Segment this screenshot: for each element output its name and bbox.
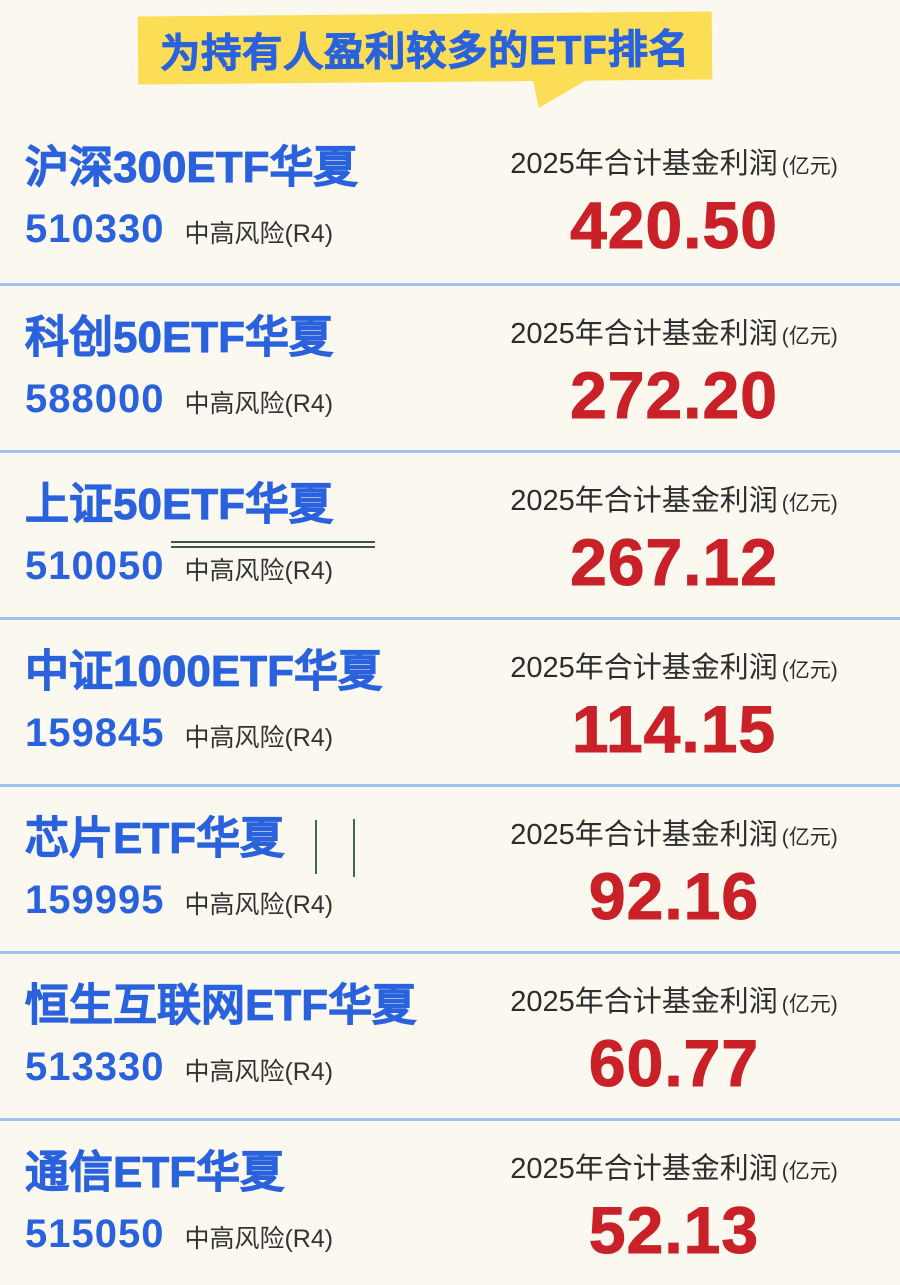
- etf-name: 通信ETF华夏: [25, 1148, 285, 1198]
- etf-code-line: 159845 中高风险(R4): [25, 711, 455, 756]
- etf-row: 科创50ETF华夏 588000 中高风险(R4) 2025年合计基金利润 (亿元…: [0, 283, 900, 450]
- tick-mark-right: [353, 819, 355, 877]
- etf-risk-label: 中高风险(R4): [184, 1224, 334, 1253]
- etf-code-line: 159995 中高风险(R4): [25, 878, 455, 923]
- etf-row-right: 2025年合计基金利润 (亿元) 114.15: [460, 620, 888, 766]
- etf-name: 上证50ETF华夏: [25, 480, 334, 530]
- metric-label-text: 2025年合计基金利润: [510, 148, 778, 180]
- metric-label-text: 2025年合计基金利润: [510, 986, 778, 1018]
- metric-label: 2025年合计基金利润 (亿元): [460, 811, 888, 853]
- metric-label-text: 2025年合计基金利润: [510, 819, 778, 851]
- etf-row: 通信ETF华夏 515050 中高风险(R4) 2025年合计基金利润 (亿元) …: [0, 1118, 900, 1285]
- speech-bubble-tail: [533, 78, 590, 108]
- metric-value: 52.13: [588, 1193, 760, 1267]
- etf-code: 588000: [25, 376, 165, 421]
- etf-code-line: 515050 中高风险(R4): [25, 1212, 455, 1257]
- underline-mark: [171, 541, 375, 548]
- etf-row-left: 上证50ETF华夏 510050 中高风险(R4): [25, 453, 455, 589]
- etf-code: 159995: [25, 877, 165, 922]
- etf-row-right: 2025年合计基金利润 (亿元) 92.16: [460, 787, 888, 933]
- metric-unit: (亿元): [781, 325, 838, 348]
- metric-unit: (亿元): [781, 826, 838, 849]
- metric-label: 2025年合计基金利润 (亿元): [460, 644, 888, 686]
- header: 为持有人盈利较多的ETF排名: [0, 0, 900, 116]
- metric-value: 420.50: [570, 188, 778, 262]
- etf-row: 芯片ETF华夏 159995 中高风险(R4) 2025年合计基金利润 (亿元) …: [0, 784, 900, 951]
- metric-value: 60.77: [588, 1026, 760, 1100]
- metric-label: 2025年合计基金利润 (亿元): [460, 1145, 888, 1187]
- etf-row-left: 科创50ETF华夏 588000 中高风险(R4): [25, 286, 455, 422]
- metric-unit: (亿元): [781, 155, 838, 178]
- etf-row-right: 2025年合计基金利润 (亿元) 60.77: [460, 954, 888, 1100]
- etf-code: 510330: [25, 206, 165, 251]
- etf-row-left: 恒生互联网ETF华夏 513330 中高风险(R4): [25, 954, 455, 1090]
- metric-label-text: 2025年合计基金利润: [510, 318, 778, 350]
- metric-label: 2025年合计基金利润 (亿元): [460, 310, 888, 352]
- metric-label: 2025年合计基金利润 (亿元): [460, 978, 888, 1020]
- metric-label-text: 2025年合计基金利润: [510, 485, 778, 517]
- metric-value: 267.12: [570, 525, 778, 599]
- etf-row-left: 通信ETF华夏 515050 中高风险(R4): [25, 1121, 455, 1257]
- metric-label-text: 2025年合计基金利润: [510, 1153, 778, 1185]
- etf-row: 上证50ETF华夏 510050 中高风险(R4) 2025年合计基金利润 (亿元…: [0, 450, 900, 617]
- etf-code-line: 510050 中高风险(R4): [25, 544, 455, 589]
- etf-name: 恒生互联网ETF华夏: [25, 981, 417, 1031]
- etf-code-line: 510330 中高风险(R4): [25, 207, 455, 252]
- etf-row-left: 沪深300ETF华夏 510330 中高风险(R4): [25, 116, 455, 252]
- etf-risk-label: 中高风险(R4): [184, 389, 334, 418]
- metric-value: 272.20: [570, 358, 778, 432]
- etf-row: 中证1000ETF华夏 159845 中高风险(R4) 2025年合计基金利润(…: [0, 617, 900, 784]
- etf-code-line: 513330 中高风险(R4): [25, 1045, 455, 1090]
- etf-risk-label: 中高风险(R4): [184, 219, 334, 248]
- etf-name: 科创50ETF华夏: [25, 313, 334, 363]
- etf-row: 恒生互联网ETF华夏 513330 中高风险(R4) 2025年合计基金利润 (亿…: [0, 951, 900, 1118]
- metric-value: 92.16: [588, 859, 760, 933]
- metric-unit: (亿元): [781, 659, 838, 682]
- header-banner: 为持有人盈利较多的ETF排名: [137, 11, 713, 85]
- etf-list: 沪深300ETF华夏 510330 中高风险(R4) 2025年合计基金利润 (亿…: [0, 116, 900, 1285]
- etf-risk-label: 中高风险(R4): [184, 1057, 334, 1086]
- metric-unit: (亿元): [781, 993, 838, 1016]
- etf-risk-label: 中高风险(R4): [184, 723, 334, 752]
- etf-code: 159845: [25, 710, 165, 755]
- tick-mark-left: [315, 820, 317, 874]
- etf-code: 515050: [25, 1211, 165, 1256]
- etf-name: 中证1000ETF华夏: [25, 647, 383, 697]
- metric-label-text: 2025年合计基金利润: [510, 652, 778, 684]
- etf-row-right: 2025年合计基金利润 (亿元) 272.20: [460, 286, 888, 432]
- etf-risk-label: 中高风险(R4): [184, 890, 334, 919]
- etf-row-right: 2025年合计基金利润 (亿元) 420.50: [460, 116, 888, 262]
- page-title: 为持有人盈利较多的ETF排名: [160, 27, 691, 77]
- etf-risk-label: 中高风险(R4): [184, 556, 334, 585]
- etf-row-left: 中证1000ETF华夏 159845 中高风险(R4): [25, 620, 455, 756]
- etf-row-right: 2025年合计基金利润 (亿元) 52.13: [460, 1121, 888, 1267]
- metric-unit: (亿元): [781, 492, 838, 515]
- metric-value: 114.15: [571, 692, 777, 766]
- metric-unit: (亿元): [781, 1160, 838, 1183]
- etf-row-right: 2025年合计基金利润 (亿元) 267.12: [460, 453, 888, 599]
- metric-label: 2025年合计基金利润 (亿元): [460, 477, 888, 519]
- etf-code: 510050: [25, 543, 165, 588]
- etf-name: 芯片ETF华夏: [25, 814, 285, 864]
- etf-row: 沪深300ETF华夏 510330 中高风险(R4) 2025年合计基金利润 (亿…: [0, 116, 900, 283]
- metric-label: 2025年合计基金利润 (亿元): [460, 140, 888, 182]
- etf-name: 沪深300ETF华夏: [25, 143, 358, 193]
- etf-code: 513330: [25, 1044, 165, 1089]
- etf-code-line: 588000 中高风险(R4): [25, 377, 455, 422]
- etf-row-left: 芯片ETF华夏 159995 中高风险(R4): [25, 787, 455, 923]
